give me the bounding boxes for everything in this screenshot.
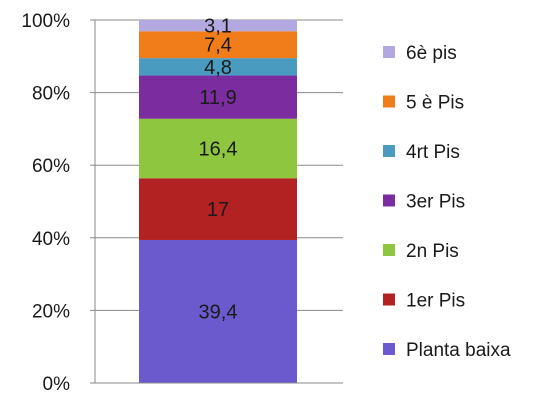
legend-label: 3er Pis (406, 192, 465, 213)
bar-segment (139, 31, 297, 59)
bar-segment (139, 75, 297, 119)
legend-label: Planta baixa (406, 340, 511, 361)
legend-swatch (383, 194, 395, 207)
legend-swatch (383, 343, 395, 355)
legend-label: 5 è Pis (406, 93, 464, 114)
legend-label: 6è pis (406, 43, 457, 64)
y-axis-ticks: 0% 20% 40% 60% 80% 100% (21, 11, 70, 394)
legend-label: 4rt Pis (406, 142, 460, 163)
y-tick-label: 100% (21, 11, 70, 32)
legend-swatch (383, 95, 395, 108)
legend-swatch (383, 145, 395, 157)
bar-segment (139, 58, 297, 76)
data-label: 39,4 (199, 301, 238, 323)
y-tick-label: 0% (43, 374, 71, 394)
legend-label: 2n Pis (406, 241, 459, 262)
data-label: 11,9 (199, 87, 236, 109)
bar-segment (139, 178, 297, 240)
segment-labels: 39,4 17 16,4 11,9 4,87,43,1 (199, 16, 238, 324)
y-tick-label: 40% (32, 229, 70, 250)
legend-swatch (383, 244, 395, 256)
y-tick-label: 80% (32, 84, 70, 105)
legend-swatch (383, 293, 395, 306)
axes (90, 19, 343, 384)
legend-label: 1er Pis (406, 291, 465, 312)
bar-segment (139, 239, 297, 383)
y-tick-label: 60% (32, 156, 70, 177)
data-label: 16,4 (199, 139, 238, 161)
bar-segment (139, 118, 297, 179)
data-label: 4,8 (204, 57, 232, 79)
bar-segment (139, 20, 297, 32)
legend: 6è pis 5 è Pis 4rt Pis 3er Pis 2n Pis 1er Pis… (383, 43, 511, 361)
data-label: 7,4 (204, 35, 232, 57)
data-label: 3,1 (204, 16, 232, 38)
bar-segments (139, 20, 297, 383)
legend-swatch (383, 46, 395, 58)
y-tick-label: 20% (32, 301, 70, 322)
data-label: 17 (207, 199, 229, 221)
